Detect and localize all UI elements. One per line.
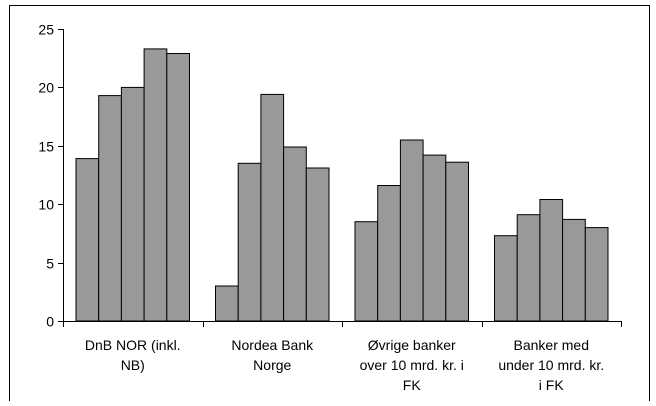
y-tick-label: 20 bbox=[38, 80, 54, 96]
category-label-line: DnB NOR (inkl. bbox=[85, 337, 181, 353]
category-label: Øvrige banker over 10 mrd. kr. i FK bbox=[360, 337, 464, 393]
bar-1-3 bbox=[120, 86, 145, 322]
category-label-line: over 10 mrd. kr. i bbox=[360, 357, 464, 373]
category-label: Banker med under 10 mrd. kr. i FK bbox=[498, 337, 604, 393]
bar-1-4 bbox=[143, 48, 168, 322]
category-label: DnB NOR (inkl. NB) bbox=[85, 337, 181, 373]
bar-4-4 bbox=[562, 218, 586, 322]
bar-2-4 bbox=[283, 146, 307, 322]
category-label-line: Norge bbox=[253, 357, 291, 373]
y-tick-label: 0 bbox=[46, 314, 54, 330]
y-tick-label: 25 bbox=[38, 22, 54, 38]
bar-3-3 bbox=[399, 139, 424, 322]
bar-2-1 bbox=[215, 285, 239, 322]
bar-1-2 bbox=[98, 95, 122, 322]
category-labels: DnB NOR (inkl. NB) Nordea Bank Norge Øvrige … bbox=[85, 337, 604, 393]
bar-1-5 bbox=[166, 53, 191, 322]
y-axis: 0 5 10 15 20 25 bbox=[38, 22, 64, 330]
bar-2-2 bbox=[237, 162, 262, 322]
bar-3-4 bbox=[422, 154, 447, 322]
bar-1-1 bbox=[75, 158, 100, 322]
bar-3-5 bbox=[445, 161, 469, 322]
bar-2-5 bbox=[305, 167, 330, 322]
bar-4-3 bbox=[539, 199, 564, 322]
category-label-line: Øvrige banker bbox=[368, 337, 456, 353]
category-label-line: Banker med bbox=[514, 337, 589, 353]
category-label: Nordea Bank Norge bbox=[231, 337, 314, 373]
bar-4-5 bbox=[584, 227, 609, 322]
category-label-line: i FK bbox=[539, 377, 565, 393]
y-tick-label: 15 bbox=[38, 139, 54, 155]
bar-4-2 bbox=[516, 214, 541, 322]
bar-4-1 bbox=[494, 235, 518, 322]
y-tick-label: 10 bbox=[38, 197, 54, 213]
bars-group bbox=[75, 48, 609, 322]
category-label-line: FK bbox=[403, 377, 422, 393]
bar-2-3 bbox=[260, 93, 285, 322]
bar-3-1 bbox=[354, 221, 379, 322]
category-label-line: Nordea Bank bbox=[231, 337, 314, 353]
category-label-line: under 10 mrd. kr. bbox=[498, 357, 604, 373]
y-tick-label: 5 bbox=[46, 256, 54, 272]
category-label-line: NB) bbox=[121, 357, 145, 373]
bar-3-2 bbox=[377, 185, 401, 322]
